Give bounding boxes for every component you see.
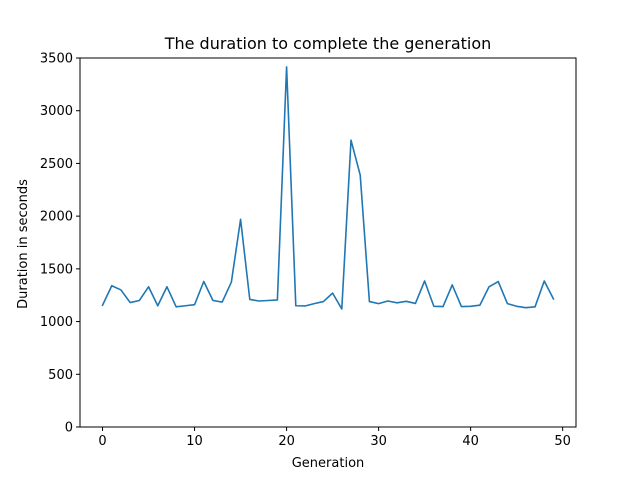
plot-frame: [79, 57, 577, 428]
x-tick-label: 50: [554, 434, 571, 449]
x-tick-label: 20: [278, 434, 295, 449]
y-tick-label: 2000: [40, 210, 73, 225]
y-tick-label: 1500: [40, 262, 73, 277]
data-series-line: [101, 66, 555, 310]
x-axis-label: Generation: [292, 456, 365, 471]
y-tick-label: 3000: [40, 104, 73, 119]
y-tick-label: 3500: [40, 52, 73, 67]
y-tick-label: 1000: [40, 315, 73, 330]
y-tick-label: 0: [65, 421, 73, 436]
x-tick-label: 30: [370, 434, 387, 449]
x-tick-label: 0: [98, 434, 106, 449]
y-tick-label: 2500: [40, 157, 73, 172]
x-tick-label: 10: [186, 434, 203, 449]
y-tick-label: 500: [48, 368, 73, 383]
chart-title: The duration to complete the generation: [164, 34, 492, 53]
x-tick-label: 40: [462, 434, 479, 449]
y-axis-label: Duration in seconds: [16, 179, 31, 309]
